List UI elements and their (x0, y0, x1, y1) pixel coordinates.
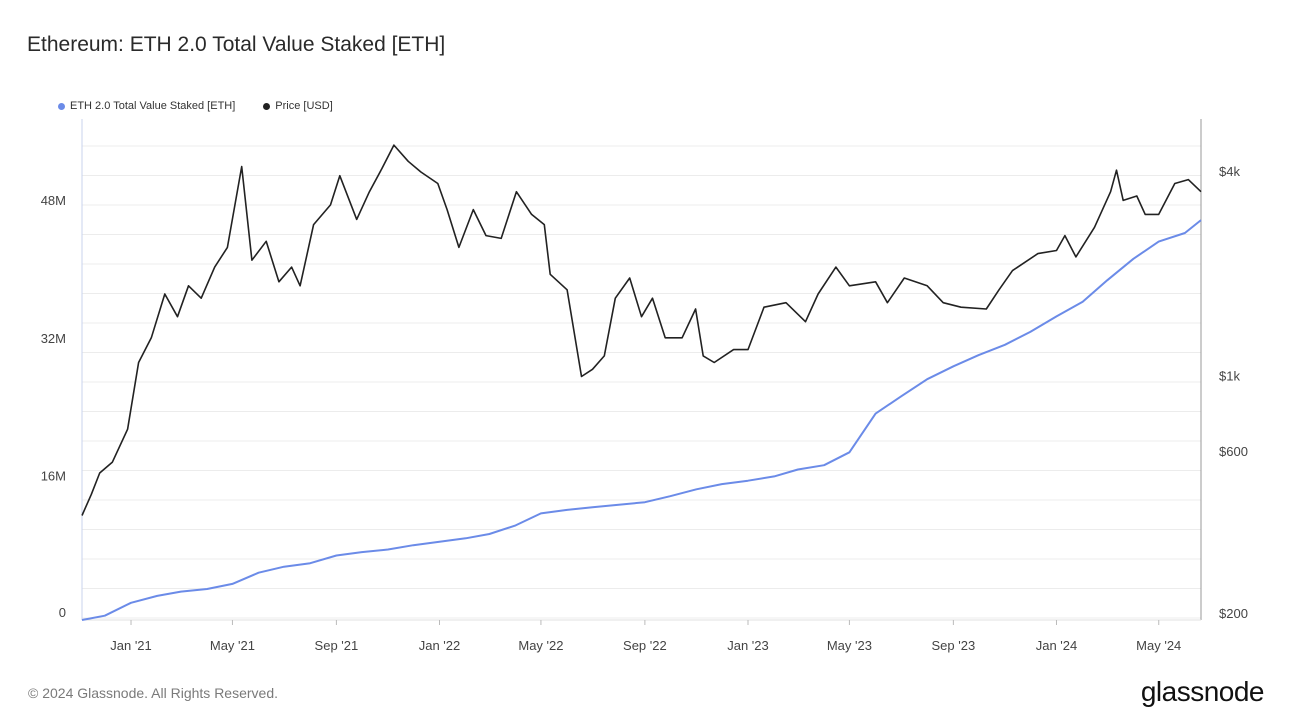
x-tick-label: May '24 (1136, 638, 1181, 653)
legend: ETH 2.0 Total Value Staked [ETH] Price [… (58, 100, 333, 112)
legend-item-staked[interactable]: ETH 2.0 Total Value Staked [ETH] (58, 100, 235, 112)
y-right-tick-label: $4k (1219, 164, 1240, 179)
x-tick-label: Jan '21 (110, 638, 152, 653)
price-series-line (81, 144, 1202, 516)
x-tick-label: Jan '23 (727, 638, 769, 653)
copyright-footer: © 2024 Glassnode. All Rights Reserved. (28, 685, 279, 701)
y-left-tick-label: 32M (41, 331, 66, 346)
y-left-tick-label: 0 (59, 605, 66, 620)
y-right-tick-label: $200 (1219, 606, 1248, 621)
y-right-tick-label: $1k (1219, 369, 1240, 384)
x-tick-label: Sep '23 (932, 638, 976, 653)
legend-label-staked: ETH 2.0 Total Value Staked [ETH] (70, 100, 236, 112)
x-tick-label: Jan '24 (1036, 638, 1078, 653)
staked-series-line (81, 219, 1202, 621)
y-left-tick-label: 16M (41, 468, 66, 483)
legend-dot-staked (58, 102, 65, 110)
y-left-tick-label: 48M (41, 193, 66, 208)
y-right-tick-label: $600 (1219, 444, 1248, 459)
legend-label-price: Price [USD] (275, 100, 333, 112)
x-tick-label: Sep '21 (315, 638, 359, 653)
x-tick-label: May '21 (210, 638, 255, 653)
x-tick-label: May '22 (518, 638, 563, 653)
x-tick-label: May '23 (827, 638, 872, 653)
x-tick-label: Jan '22 (419, 638, 461, 653)
legend-dot-price (263, 102, 271, 110)
glassnode-logo: glassnode (1140, 676, 1265, 707)
x-tick-label: Sep '22 (623, 638, 667, 653)
chart-title: Ethereum: ETH 2.0 Total Value Staked [ET… (27, 33, 446, 56)
legend-item-price[interactable]: Price [USD] (263, 100, 333, 112)
